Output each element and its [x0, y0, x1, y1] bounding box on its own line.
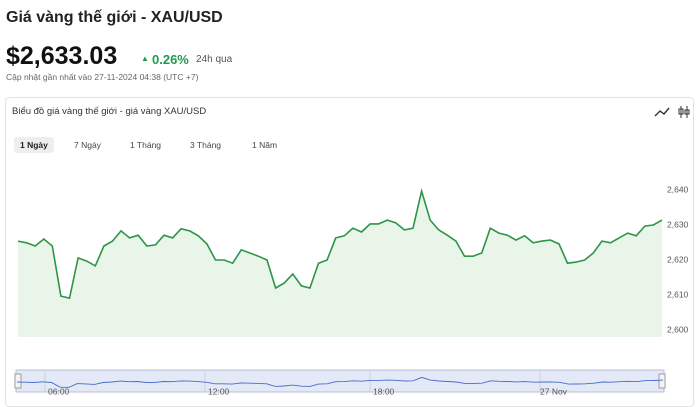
range-tab[interactable]: 3 Tháng — [190, 140, 222, 150]
change-period: 24h qua — [196, 54, 233, 65]
page-title: Giá vàng thế giới - XAU/USD — [6, 9, 223, 26]
y-tick-label: 2,640 — [667, 184, 689, 194]
navigator-handle[interactable] — [658, 373, 666, 389]
y-tick-label: 2,600 — [667, 324, 689, 334]
chart-type-icons[interactable] — [654, 106, 690, 118]
navigator-label: 06:00 — [48, 386, 70, 396]
range-tab[interactable]: 1 Tháng — [130, 140, 162, 150]
line-icon[interactable] — [654, 107, 670, 117]
up-arrow: ▲ — [141, 54, 149, 63]
candle-icon[interactable] — [678, 106, 690, 118]
y-tick-label: 2,620 — [667, 254, 689, 264]
navigator-label: 18:00 — [373, 386, 395, 396]
navigator-label: 27 Nov — [540, 386, 568, 396]
y-tick-label: 2,630 — [667, 219, 689, 229]
area-fill — [18, 191, 662, 337]
price: $2,633.03 — [6, 42, 118, 70]
range-tab[interactable]: 7 Ngày — [74, 140, 101, 150]
price-line — [17, 187, 663, 300]
range-tab[interactable]: 1 Ngày — [14, 137, 54, 153]
navigator-label: 12:00 — [208, 386, 230, 396]
price-change: 0.26% — [152, 52, 189, 67]
navigator-handle[interactable] — [14, 373, 22, 389]
navigator-line — [16, 376, 664, 388]
navigator-separators — [44, 370, 541, 392]
range-tab[interactable]: 1 Năm — [252, 140, 278, 150]
updated-time: Cập nhật gần nhất vào 27-11-2024 04:38 (… — [6, 72, 199, 82]
y-tick-label: 2,610 — [667, 289, 689, 299]
panel-title: Biểu đồ giá vàng thế giới - giá vàng XAU… — [12, 106, 207, 117]
